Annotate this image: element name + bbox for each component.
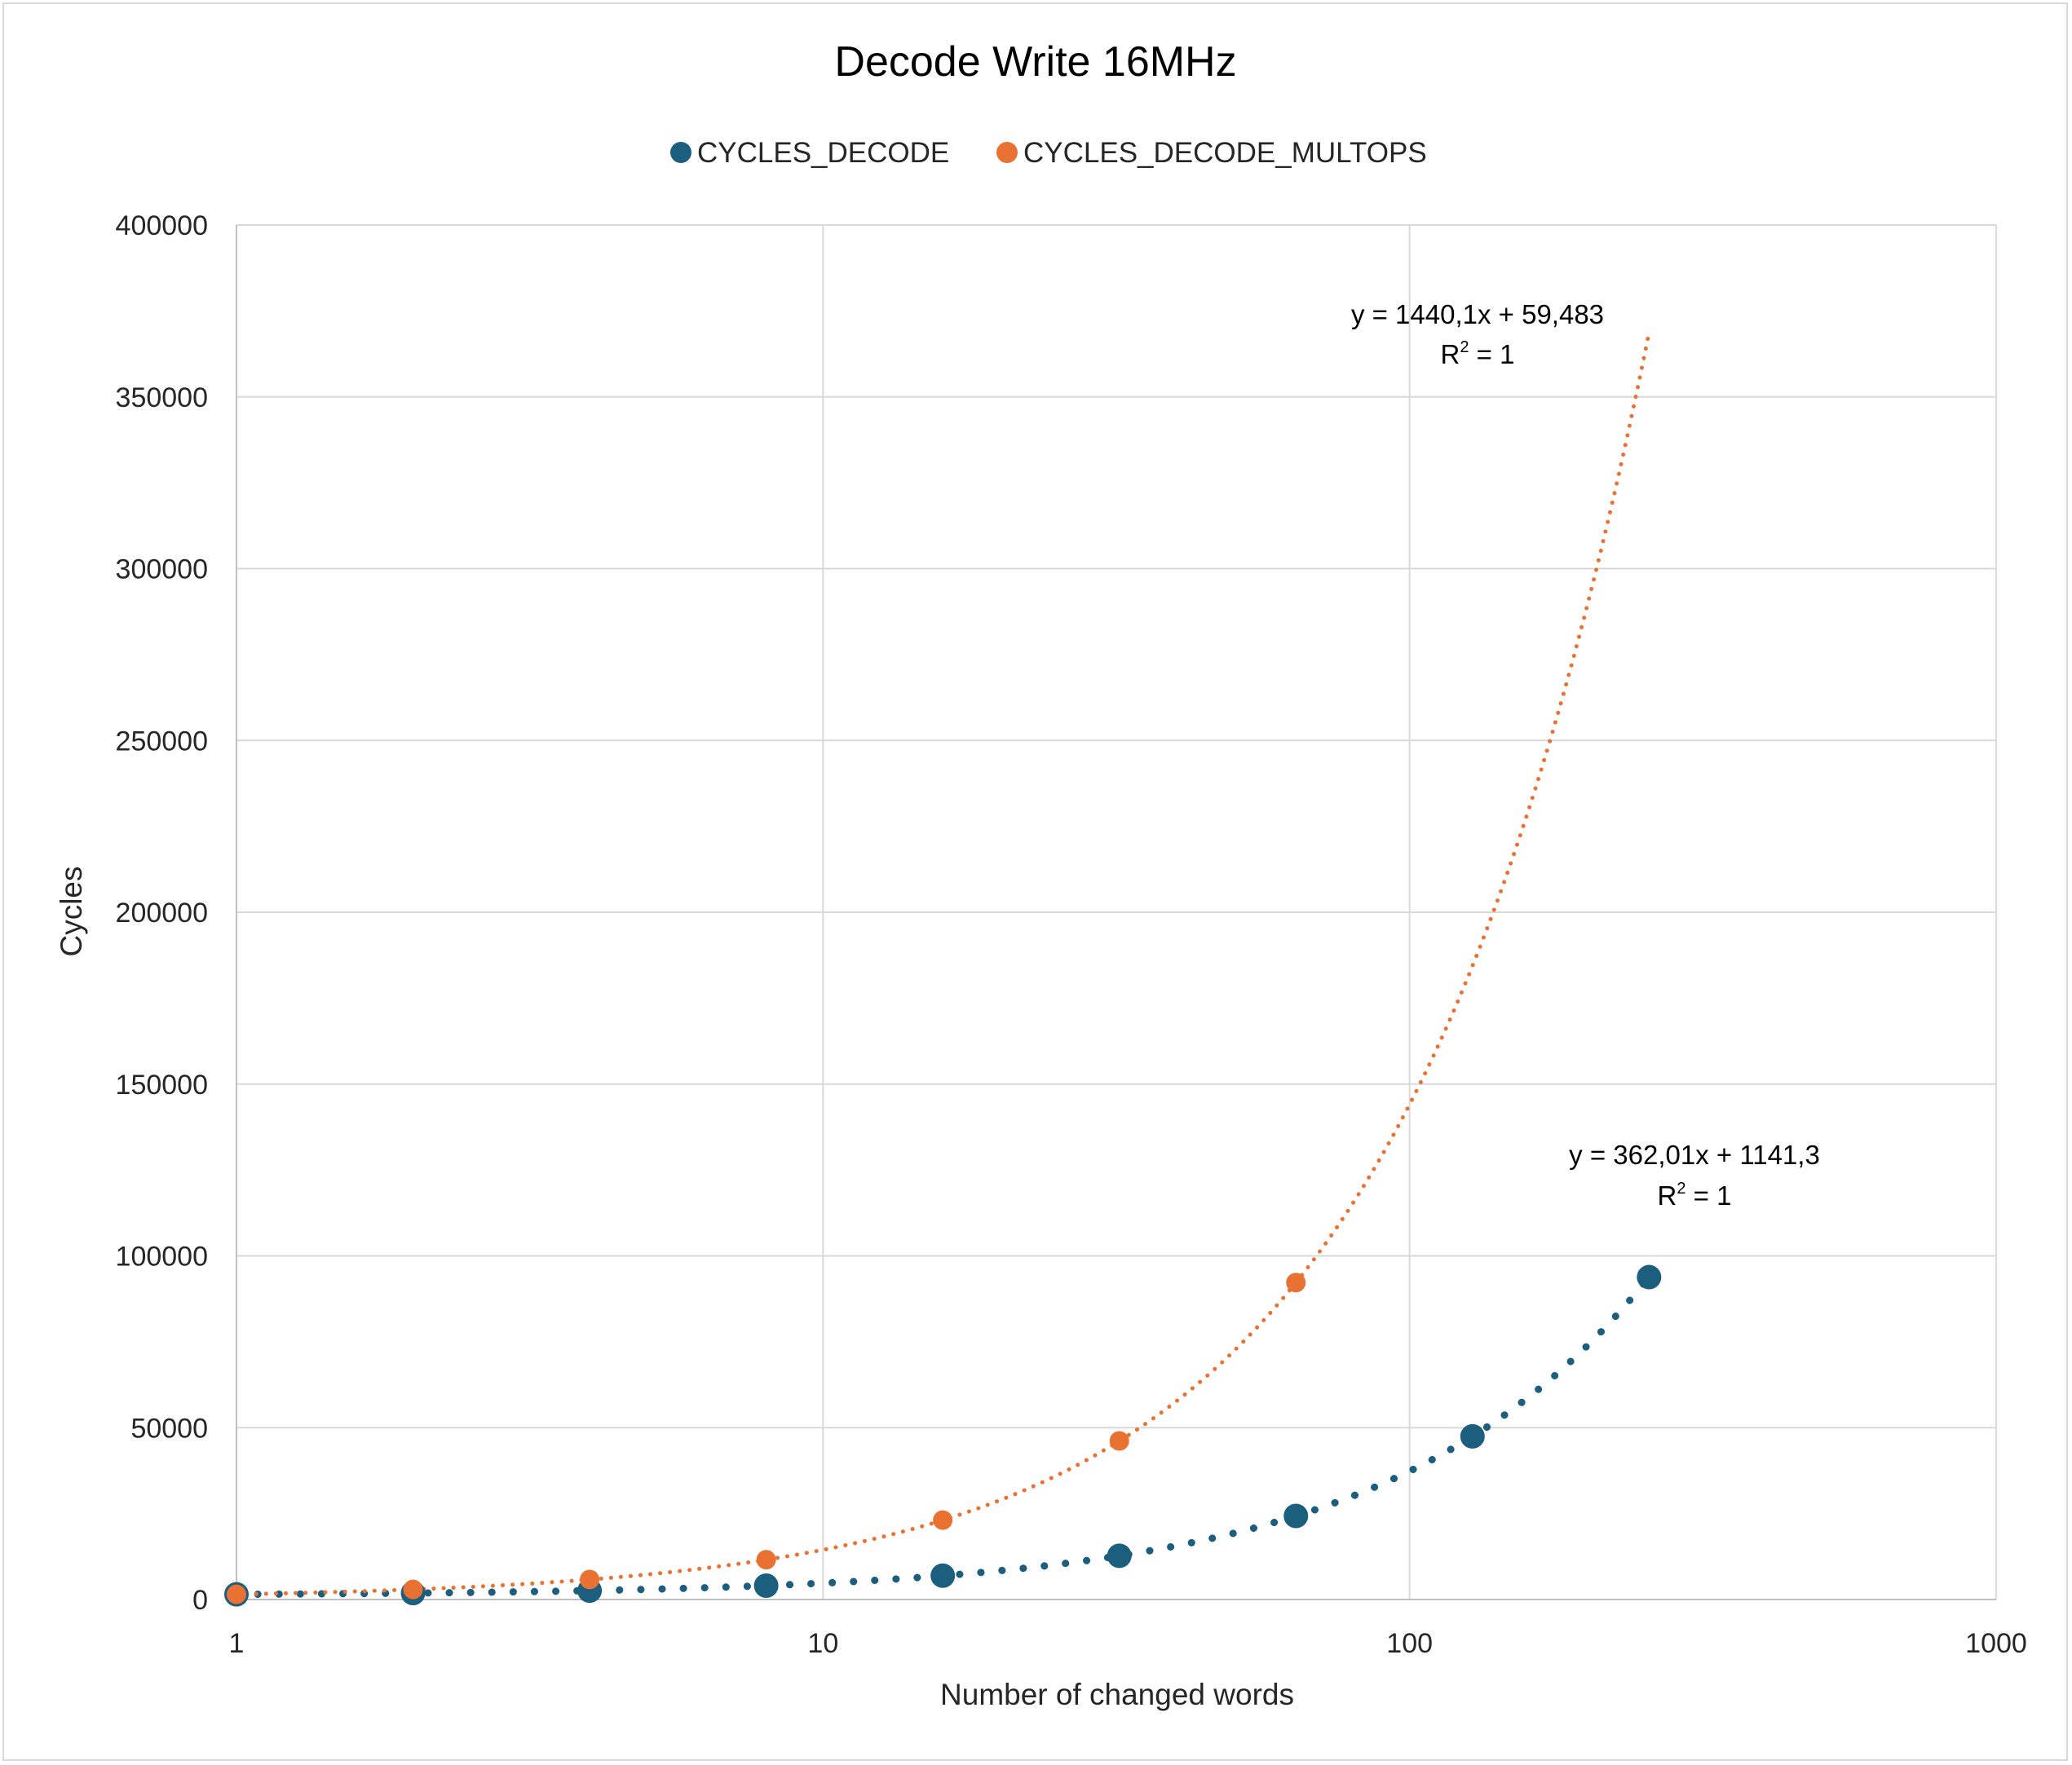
y-tick-label: 350000 [116,382,208,413]
x-tick-label: 100 [1386,1628,1433,1659]
data-point-series-1 [753,1573,779,1598]
data-point-series-2 [1109,1431,1129,1451]
y-axis-label: Cycles [55,866,88,956]
chart-title: Decode Write 16MHz [834,38,1236,86]
legend-marker-series-1 [670,142,691,163]
data-point-series-2 [227,1584,246,1604]
trendlines [232,330,1653,1599]
data-point-series-2 [933,1510,953,1530]
trendline-label-series-1: y = 362,01x + 1141,3 R2 = 1 [1569,1140,1820,1211]
legend-marker-series-2 [996,142,1018,163]
tick-labels: 0 50000 100000 150000 200000 250000 300000 3500… [116,210,2027,1659]
y-tick-label: 150000 [116,1070,208,1101]
r2-superscript: 2 [1677,1180,1685,1198]
y-tick-label: 50000 [130,1413,208,1444]
data-point-series-1 [1637,1264,1662,1290]
trendline-series-1 [232,1273,1653,1599]
data-point-series-1 [1107,1543,1132,1569]
trendline-label-series-2: y = 1440,1x + 59,483 R2 = 1 [1351,299,1604,369]
x-axis-label: Number of changed words [940,1678,1294,1711]
data-point-series-1 [930,1563,956,1588]
gridlines [236,224,1997,1600]
legend: CYCLES_DECODE CYCLES_DECODE_MULTOPS [670,137,1427,169]
x-tick-label: 10 [807,1628,838,1659]
data-point-series-2 [1286,1273,1306,1293]
y-tick-label: 200000 [116,898,208,929]
trendline-equation-series-2: y = 1440,1x + 59,483 [1351,299,1604,329]
trendline-r2-series-1: R2 = 1 [1658,1180,1732,1211]
y-tick-label: 300000 [116,554,208,585]
r2-value: = 1 [1469,339,1515,369]
y-tick-label: 0 [192,1585,208,1616]
legend-label-series-2: CYCLES_DECODE_MULTOPS [1023,137,1427,169]
data-point-series-2 [580,1569,600,1590]
y-tick-label: 250000 [116,726,208,757]
r2-superscript: 2 [1460,338,1469,356]
legend-label-series-1: CYCLES_DECODE [697,137,949,169]
data-point-series-1 [1460,1423,1485,1449]
data-point-series-2 [403,1579,423,1600]
r2-value: = 1 [1686,1180,1732,1211]
y-tick-label: 100000 [116,1242,208,1273]
axes [236,225,1996,1600]
x-tick-label: 1 [229,1628,245,1659]
x-tick-label: 1000 [1965,1628,2027,1659]
r2-letter: R [1658,1180,1677,1211]
data-points [224,1264,1662,1607]
data-point-series-1 [1283,1503,1309,1529]
r2-letter: R [1441,339,1460,369]
y-tick-label: 400000 [116,210,208,241]
data-point-series-2 [756,1550,776,1570]
trendline-equation-series-1: y = 362,01x + 1141,3 [1569,1140,1820,1170]
trendline-series-2 [234,330,1651,1597]
trendline-r2-series-2: R2 = 1 [1441,338,1515,369]
